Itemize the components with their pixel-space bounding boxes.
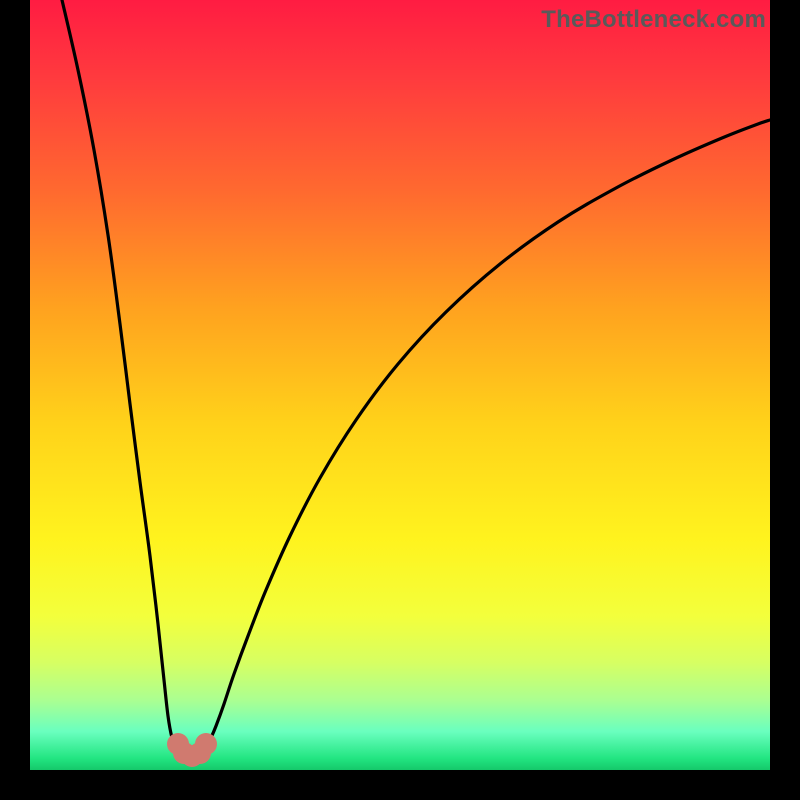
- chart-root: TheBottleneck.com: [0, 0, 800, 800]
- valley-dot-4: [195, 733, 217, 755]
- curve-right-branch: [202, 120, 770, 751]
- curve-left-branch: [62, 0, 180, 751]
- curve-overlay: [0, 0, 800, 800]
- watermark-text: TheBottleneck.com: [541, 6, 766, 34]
